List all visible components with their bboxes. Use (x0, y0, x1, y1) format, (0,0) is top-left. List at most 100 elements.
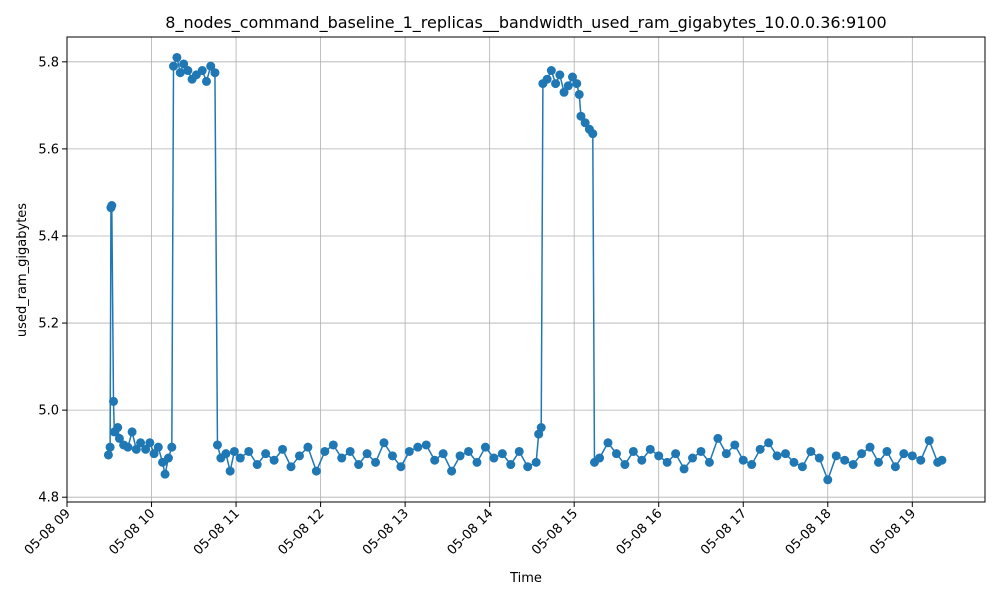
x-axis-label: Time (509, 571, 542, 586)
data-point (455, 451, 465, 461)
data-point (212, 440, 222, 450)
data-point (153, 442, 163, 452)
data-point (555, 70, 565, 80)
data-point (628, 446, 638, 456)
data-point (489, 453, 499, 463)
data-point (131, 444, 141, 454)
data-point (848, 460, 858, 470)
data-point (595, 453, 605, 463)
data-point (235, 453, 245, 463)
data-point (679, 464, 689, 474)
data-point (269, 455, 279, 465)
y-tick-label: 5.4 (38, 229, 59, 244)
data-point (546, 66, 556, 76)
data-point (611, 449, 621, 459)
data-point (567, 72, 577, 82)
data-point (210, 68, 220, 78)
data-point (721, 449, 731, 459)
data-point (362, 449, 372, 459)
data-point (103, 450, 113, 460)
data-point (620, 460, 630, 470)
data-point (523, 462, 533, 472)
data-point (438, 449, 448, 459)
data-point (831, 451, 841, 461)
data-point (183, 66, 193, 76)
data-point (497, 449, 507, 459)
y-tick-label: 4.8 (38, 491, 59, 506)
data-point (924, 436, 934, 446)
data-point (179, 59, 189, 69)
data-point (797, 462, 807, 472)
data-point (506, 460, 516, 470)
data-point (105, 442, 115, 452)
data-point (201, 76, 211, 86)
data-point (772, 451, 782, 461)
data-point (480, 442, 490, 452)
data-point (421, 440, 431, 450)
data-point (536, 423, 546, 433)
data-point (671, 449, 681, 459)
data-point (823, 475, 833, 485)
data-point (531, 457, 541, 467)
data-point (937, 455, 947, 465)
data-point (764, 438, 774, 448)
data-point (654, 451, 664, 461)
data-point (294, 451, 304, 461)
data-point (603, 438, 613, 448)
data-point (857, 449, 867, 459)
data-point (175, 68, 185, 78)
data-point (563, 81, 573, 91)
chart-title: 8_nodes_command_baseline_1_replicas__ban… (165, 13, 886, 33)
data-point (447, 466, 457, 476)
data-point (303, 442, 313, 452)
data-point (387, 451, 397, 461)
data-point (542, 74, 552, 84)
data-point (141, 444, 151, 454)
data-point (840, 455, 850, 465)
data-point (107, 200, 117, 210)
data-point (464, 446, 474, 456)
data-point (149, 449, 159, 459)
data-point (229, 446, 239, 456)
data-point (114, 433, 124, 443)
data-point (688, 453, 698, 463)
data-point (221, 449, 231, 459)
data-point (136, 438, 146, 448)
data-point (430, 455, 440, 465)
data-point (113, 423, 123, 433)
data-point (127, 427, 137, 437)
data-point (576, 111, 586, 121)
data-point (747, 460, 757, 470)
data-point (645, 444, 655, 454)
data-point (890, 462, 900, 472)
data-point (354, 460, 364, 470)
data-point (789, 457, 799, 467)
data-point (865, 442, 875, 452)
data-point (916, 455, 926, 465)
data-point (311, 466, 321, 476)
data-point (551, 79, 561, 89)
data-point (637, 455, 647, 465)
y-tick-label: 5.2 (38, 317, 59, 332)
data-point (882, 446, 892, 456)
data-point (738, 455, 748, 465)
data-point (252, 460, 262, 470)
data-point (713, 433, 723, 443)
data-point (814, 453, 824, 463)
data-point (472, 457, 482, 467)
plot-frame (66, 36, 986, 503)
data-point (899, 449, 909, 459)
data-point (261, 449, 271, 459)
data-point (145, 438, 155, 448)
data-point (286, 462, 296, 472)
data-point (225, 466, 235, 476)
data-point (123, 442, 133, 452)
data-point (108, 396, 118, 406)
data-point (345, 446, 355, 456)
data-point (206, 61, 216, 71)
data-point (413, 442, 423, 452)
y-tick-label: 5.8 (38, 55, 59, 70)
data-point (169, 61, 179, 71)
data-point (371, 457, 381, 467)
data-point (337, 453, 347, 463)
